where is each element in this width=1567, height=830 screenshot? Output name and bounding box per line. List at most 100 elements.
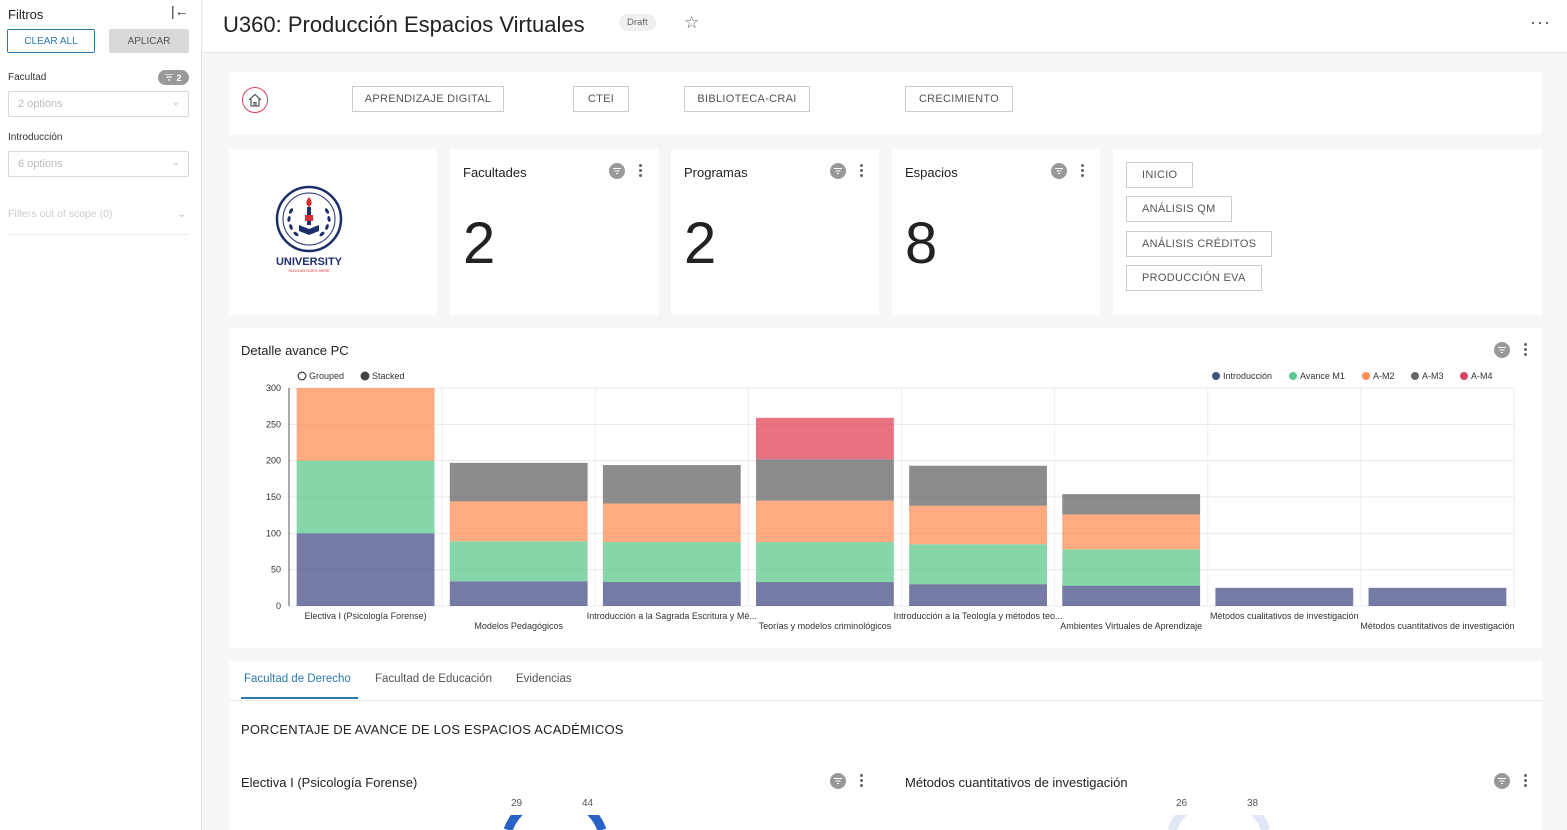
kpi-card-facultades [450,149,658,315]
kpi-value: 8 [905,211,938,276]
filter-count-badge: 2 [158,70,189,85]
bar-segment [909,465,1047,506]
bar-segment [1062,585,1201,606]
clear-all-button[interactable]: CLEAR ALL [7,29,95,53]
x-tick-label: Introducción a la Sagrada Escritura y Mé… [587,611,757,621]
chart-title: Detalle avance PC [241,343,349,358]
tabs-card [229,661,1542,830]
x-tick-label: Modelos Pedagógicos [474,621,563,631]
filter-icon[interactable] [1494,773,1510,789]
gauge-label: 44 [582,798,594,809]
nav-button-biblioteca-crai[interactable]: BIBLIOTECA-CRAI [684,86,810,112]
kpi-title: Espacios [905,165,958,180]
collapse-sidebar-icon[interactable]: |← [171,3,189,19]
logo-card: UNIVERSITY SLOGAN GOES HERE [229,149,437,315]
bar-segment [449,581,588,606]
link-button-analisis-creditos[interactable]: ANÁLISIS CRÉDITOS [1126,231,1273,257]
status-badge: Draft [619,14,656,31]
kpi-value: 2 [684,211,717,276]
kpi-card-programas [671,149,879,315]
bar-segment [602,542,741,583]
bar-segment [602,503,741,543]
filter-icon[interactable] [1494,342,1510,358]
university-logo: UNIVERSITY SLOGAN GOES HERE [275,185,343,273]
legend-label: A-M4 [1471,371,1493,381]
section-title: PORCENTAJE DE AVANCE DE LOS ESPACIOS ACA… [241,722,624,737]
x-tick-label: Métodos cualitativos de investigación [1210,611,1359,621]
x-tick-label: Métodos cuantitativos de investigación [1360,621,1514,631]
bar-segment [1062,494,1201,515]
filter-label-introduccion: Introducción [8,132,63,143]
bar-segment [909,505,1047,545]
legend-label: Introducción [1223,371,1272,381]
kpi-title: Programas [684,165,748,180]
bar-segment [756,500,894,543]
bar-segment [296,533,435,606]
bar-segment [296,460,435,534]
y-tick-label: 150 [266,492,281,502]
legend-swatch [1289,372,1297,380]
x-tick-label: Electiva I (Psicología Forense) [305,611,427,621]
more-options-icon[interactable] [1522,343,1528,356]
gauge-label: 26 [1176,798,1188,809]
y-tick-label: 250 [266,419,281,429]
apply-button[interactable]: APLICAR [109,29,189,53]
mode-option-label: Stacked [372,371,405,381]
filter-icon[interactable] [830,773,846,789]
x-tick-label: Introducción a la Teología y métodos teo… [894,611,1063,621]
bar-segment [756,417,894,460]
link-button-analisis-qm[interactable]: ANÁLISIS QM [1126,196,1232,222]
filter-icon[interactable] [1051,163,1067,179]
link-button-produccion-eva[interactable]: PRODUCCIÓN EVA [1126,265,1262,291]
gauge-label: 29 [511,798,523,809]
more-options-icon[interactable] [1522,774,1528,787]
active-tab-indicator [241,697,358,699]
legend-swatch [1411,372,1419,380]
y-tick-label: 0 [276,601,281,611]
bar-segment [756,582,894,606]
more-options-icon[interactable] [637,164,643,177]
facultad-select[interactable]: 2 options ⌄ [8,91,189,117]
tab-facultad-educacion[interactable]: Facultad de Educación [375,673,492,685]
nav-button-ctei[interactable]: CTEI [573,86,629,112]
gauge-arc [1167,815,1271,830]
introduccion-select[interactable]: 6 options ⌄ [8,151,189,177]
more-options-icon[interactable]: ··· [1530,12,1551,32]
bar-segment [756,459,894,501]
y-tick-label: 100 [266,528,281,538]
filter-icon [165,74,174,81]
filter-icon[interactable] [830,163,846,179]
tab-facultad-derecho[interactable]: Facultad de Derecho [244,673,351,685]
chevron-down-icon: ⌄ [171,97,180,108]
legend-swatch [1460,372,1468,380]
filter-icon[interactable] [609,163,625,179]
nav-button-crecimiento[interactable]: CRECIMIENTO [905,86,1013,112]
bar-segment [602,582,741,606]
filters-out-of-scope[interactable]: Filters out of scope (0) ⌄ [8,208,189,235]
bar-segment [296,388,435,461]
nav-button-aprendizaje-digital[interactable]: APRENDIZAJE DIGITAL [352,86,504,112]
bar-segment [449,541,588,582]
mode-radio-icon [297,371,307,381]
stacked-bar-chart: 0 50 100 150 200 250 300 Electiva I (Psicología… [266,371,1515,631]
gauge-title: Métodos cuantitativos de investigación [905,775,1128,790]
more-options-icon[interactable] [858,164,864,177]
more-options-icon[interactable] [858,774,864,787]
tab-evidencias[interactable]: Evidencias [516,673,572,685]
bar-segment [1062,549,1201,586]
bar-segment [449,462,588,502]
legend-label: A-M3 [1422,371,1444,381]
favorite-star-icon[interactable]: ☆ [684,13,700,32]
legend-label: Avance M1 [1300,371,1345,381]
filter-sidebar: Filtros |← CLEAR ALL APLICAR Facultad 2 … [0,0,202,830]
bar-segment [1062,514,1201,550]
more-options-icon[interactable] [1079,164,1085,177]
link-button-inicio[interactable]: INICIO [1126,162,1194,188]
gauge-arc [503,815,607,830]
legend-label: A-M2 [1373,371,1395,381]
filter-label-facultad: Facultad [8,72,47,83]
y-tick-label: 50 [271,565,281,575]
x-tick-label: Ambientes Virtuales de Aprendizaje [1060,621,1202,631]
home-icon[interactable] [242,87,268,113]
kpi-value: 2 [463,211,496,276]
